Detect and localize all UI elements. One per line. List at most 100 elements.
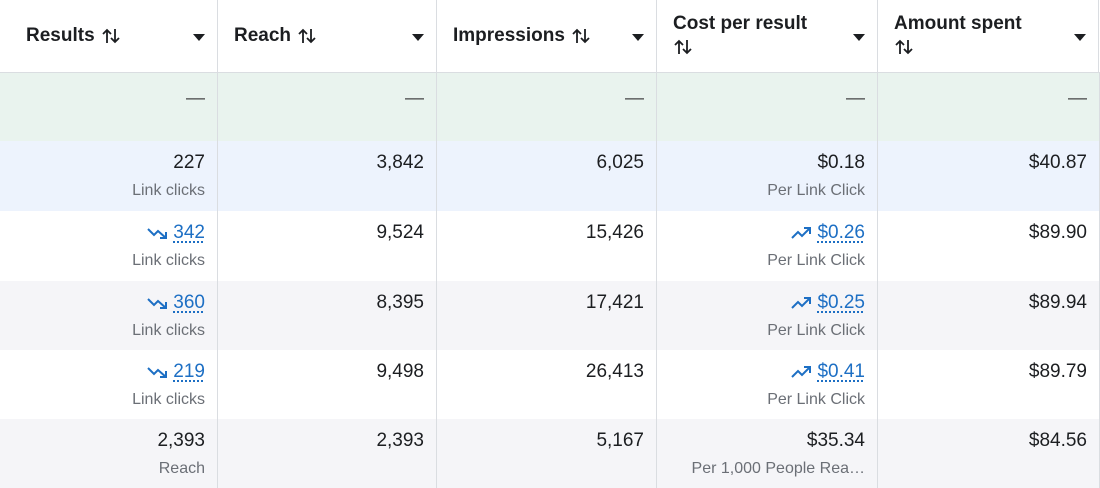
cell-value[interactable]: $0.26 [791,221,865,245]
table-cell: 9,498 [218,350,437,419]
table-cell: 17,421 [437,281,657,350]
trend-icon [147,298,168,309]
sort-icon [102,28,120,44]
cell-value: 2,393 [376,429,424,453]
value-text: $84.56 [1028,430,1087,451]
header-cell[interactable]: Impressions [437,0,657,72]
header-cell[interactable]: Reach [218,0,437,72]
trend-icon [791,227,812,239]
table-cell: 227 Link clicks [0,141,218,211]
cell-sublabel: Reach [158,460,205,477]
header-cell[interactable]: Amount spent [878,0,1099,72]
header-cell[interactable]: Cost per result [657,0,878,72]
header-cell[interactable]: Results [0,0,218,72]
value-text: 9,498 [376,361,424,382]
cell-sublabel: Per Link Click [767,322,865,339]
table-cell: 3,842 [218,141,437,211]
value-text: $89.79 [1028,361,1087,382]
table-cell: $35.34 Per 1,000 People Rea… [657,419,878,488]
table-cell: $0.18 Per Link Click [657,141,878,211]
value-text: 8,395 [376,292,424,313]
value-text: 219 [173,361,205,382]
column-title: Reach [234,25,292,46]
cell-sublabel: Per Link Click [767,182,865,199]
cell-sublabel: Per Link Click [767,391,865,408]
value-text: 360 [173,292,205,313]
table-cell: 15,426 [437,211,657,281]
table-cell: — [657,73,878,141]
cell-value: — [846,87,865,111]
cell-value: — [405,87,424,111]
table-cell: 342 Link clicks [0,211,218,281]
table-cell: 2,393 Reach [0,419,218,488]
table-cell: $84.56 [878,419,1100,488]
sort-icon [674,39,692,55]
cell-value: $89.94 [1029,291,1087,315]
sort-icon [572,28,590,44]
cell-value: $84.56 [1029,429,1087,453]
cell-value: 9,498 [376,360,424,384]
sort-icon [895,39,913,55]
table-row: 219 Link clicks 9,498 26,413 $0.41 Per Link C… [0,350,1100,419]
cell-value[interactable]: 360 [147,291,205,315]
table-cell: $89.79 [878,350,1100,419]
table-cell: — [437,73,657,141]
table-row: 2,393 Reach 2,393 5,167 $35.34 Per 1,000 Peop… [0,419,1100,488]
cell-sublabel: Link clicks [132,391,205,408]
value-text: $0.26 [817,222,865,243]
cell-value: 26,413 [586,360,644,384]
column-title: Impressions [453,25,565,46]
cell-value: 9,524 [376,221,424,245]
table-cell: 2,393 [218,419,437,488]
cell-sublabel: Link clicks [132,182,205,199]
table-cell: — [0,73,218,141]
trend-icon [791,297,812,309]
value-text: 26,413 [585,361,644,382]
value-text: — [846,88,865,109]
value-text: $0.25 [817,292,865,313]
cell-sublabel: Per 1,000 People Rea… [691,460,865,477]
table-cell: — [878,73,1100,141]
cell-value: 8,395 [376,291,424,315]
table-cell: 219 Link clicks [0,350,218,419]
cell-sublabel: Link clicks [132,252,205,269]
value-text: 3,842 [376,152,424,173]
table-cell: 6,025 [437,141,657,211]
table-row: 360 Link clicks 8,395 17,421 $0.25 Per Link C… [0,281,1100,350]
table-row: — — — — — [0,73,1100,141]
value-text: $40.87 [1028,152,1087,173]
value-text: 17,421 [585,292,644,313]
dropdown-icon [193,34,205,41]
value-text: 2,393 [376,430,424,451]
table-row: 227 Link clicks 3,842 6,025 $0.18 Per Link Cl… [0,141,1100,211]
table-cell: 360 Link clicks [0,281,218,350]
cell-value[interactable]: $0.25 [791,291,865,315]
value-text: 342 [173,222,205,243]
table-cell: $0.25 Per Link Click [657,281,878,350]
cell-value[interactable]: $0.41 [791,360,865,384]
column-title: Results [26,25,95,46]
cell-sublabel: Link clicks [132,322,205,339]
value-text: 15,426 [585,222,644,243]
dropdown-icon [632,34,644,41]
value-text: $0.18 [817,152,865,173]
cell-value: 3,842 [376,151,424,175]
cell-value: 5,167 [596,429,644,453]
cell-value: $89.79 [1029,360,1087,384]
value-text: — [1068,88,1087,109]
cell-value[interactable]: 342 [147,221,205,245]
trend-icon [147,228,168,239]
table-cell: $0.41 Per Link Click [657,350,878,419]
table-cell: 8,395 [218,281,437,350]
cell-value: $0.18 [817,151,865,175]
dropdown-icon [1074,34,1086,41]
value-text: — [625,88,644,109]
cell-value: 6,025 [596,151,644,175]
cell-value: $40.87 [1029,151,1087,175]
table-body: — — — — — 227 Link clicks 3,842 6,025 $0.18 Per Li… [0,73,1100,488]
cell-value[interactable]: 219 [147,360,205,384]
value-text: $0.41 [817,361,865,382]
column-title: Cost per result [673,13,808,34]
cell-value: — [186,87,205,111]
dropdown-icon [853,34,865,41]
